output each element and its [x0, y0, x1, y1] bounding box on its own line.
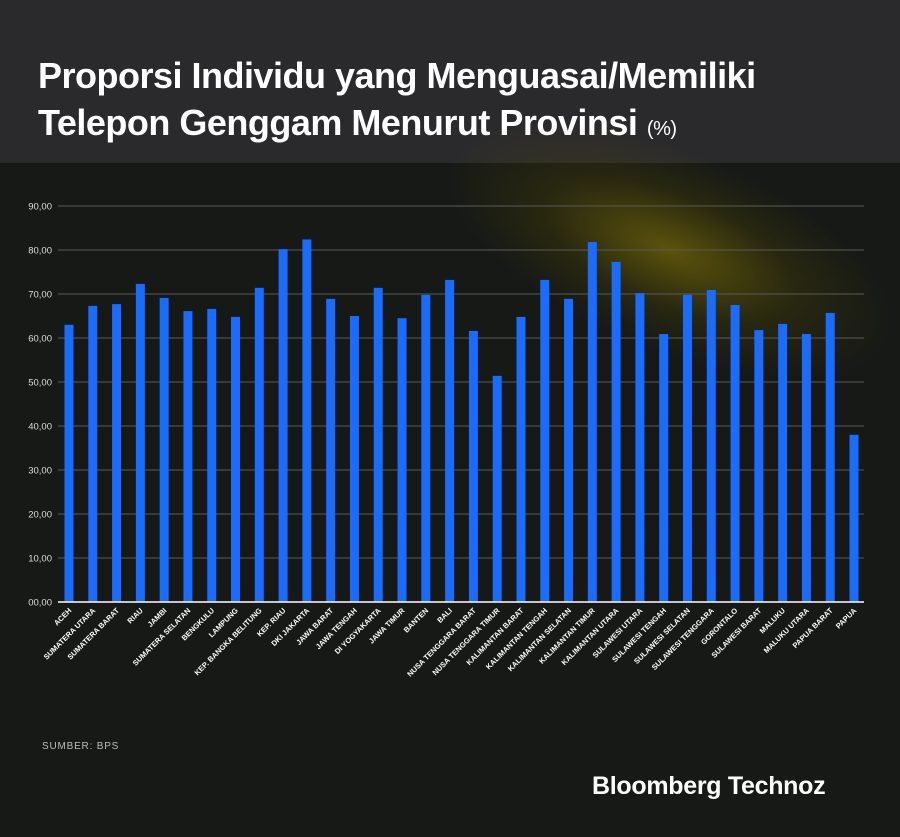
y-tick-label: 60,00 [28, 334, 52, 345]
y-tick-label: 90,00 [28, 202, 52, 213]
bar [754, 330, 764, 602]
y-tick-label: 10,00 [28, 554, 52, 565]
bar [349, 316, 359, 602]
source-note: SUMBER: BPS [42, 741, 120, 752]
bar [326, 298, 336, 602]
bar [706, 290, 716, 602]
title-line-1: Proporsi Individu yang Menguasai/Memilik… [38, 55, 756, 96]
x-tick-label: JAMBI [146, 606, 169, 629]
y-tick-label: 20,00 [28, 510, 52, 521]
x-tick-label: ACEH [52, 606, 73, 627]
title-unit: (%) [646, 118, 677, 140]
bar [207, 308, 217, 602]
y-tick-label: 00,00 [28, 598, 52, 609]
bar [88, 305, 98, 602]
bar [825, 312, 835, 602]
brand-logo: Bloomberg Technoz [592, 772, 826, 800]
bar [302, 239, 312, 602]
y-tick-label: 70,00 [28, 290, 52, 301]
bar [778, 323, 788, 602]
bar [635, 293, 645, 602]
x-tick-label: BALI [435, 606, 454, 625]
bar [492, 375, 502, 602]
bar [112, 304, 122, 602]
bar [468, 330, 478, 602]
bar [801, 334, 811, 602]
y-tick-label: 50,00 [28, 378, 52, 389]
bar [849, 434, 859, 602]
bar [254, 287, 264, 602]
bar [611, 261, 621, 602]
x-tick-label: RIAU [125, 606, 144, 625]
bar [659, 334, 669, 602]
bar [183, 311, 193, 602]
bar [540, 279, 550, 602]
bar [64, 324, 74, 602]
y-tick-label: 40,00 [28, 422, 52, 433]
bar [730, 305, 740, 602]
bar [516, 316, 526, 602]
bar [445, 279, 455, 602]
bar [231, 316, 241, 602]
x-tick-label: PAPUA [834, 606, 859, 631]
bar [397, 318, 407, 602]
x-tick-label: BANTEN [402, 606, 430, 634]
bar [682, 294, 692, 602]
bar [587, 242, 597, 602]
y-tick-label: 30,00 [28, 466, 52, 477]
bar [278, 249, 288, 602]
bar [135, 283, 145, 602]
bar [564, 298, 574, 602]
y-tick-label: 80,00 [28, 246, 52, 257]
bar [421, 294, 431, 602]
bar [373, 287, 383, 602]
bar [159, 297, 169, 602]
x-tick-label: JAWA TENGAH [314, 606, 359, 651]
header: Proporsi Individu yang Menguasai/Memilik… [0, 0, 900, 163]
